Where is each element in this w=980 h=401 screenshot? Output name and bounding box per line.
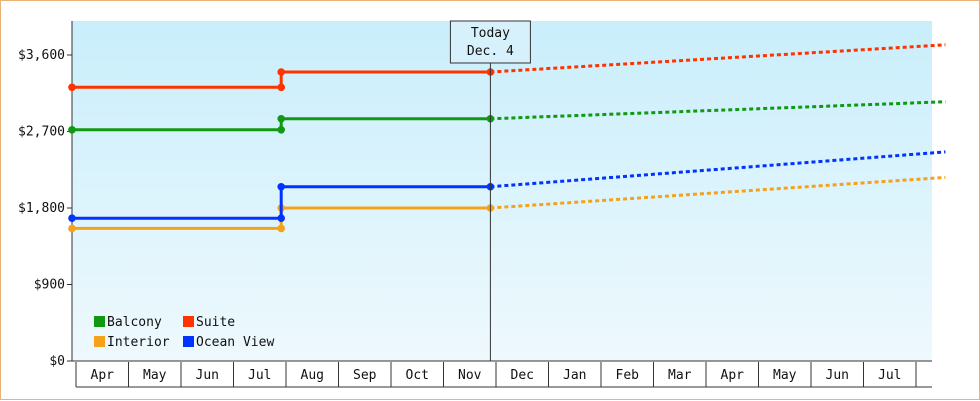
legend-item: Ocean View (196, 335, 274, 350)
data-point (277, 126, 286, 134)
month-label: Jul (248, 368, 271, 383)
data-point (277, 214, 286, 222)
legend-swatch (183, 336, 194, 347)
y-tick-label: $3,600 (18, 48, 65, 63)
data-point (277, 68, 286, 76)
legend-item: Suite (196, 315, 235, 330)
forecast-line-balcony (490, 100, 946, 121)
y-tick-label: $0 (49, 354, 65, 369)
data-point (68, 224, 76, 233)
month-label: May (773, 368, 797, 383)
y-tick-label: $2,700 (18, 125, 65, 140)
today-label: Today (471, 26, 510, 41)
series-line-suite (72, 70, 491, 89)
month-label: Jun (196, 368, 219, 383)
data-point (277, 114, 286, 123)
legend-swatch (183, 316, 194, 327)
today-date: Dec. 4 (467, 44, 514, 59)
month-label: Dec (511, 368, 534, 383)
month-label: Jun (826, 368, 849, 383)
data-point (277, 83, 286, 92)
month-label: May (143, 368, 167, 383)
plot-background (72, 21, 932, 361)
series-line-ocean-view (72, 185, 491, 220)
data-point (68, 214, 76, 222)
month-label: Nov (458, 368, 482, 383)
month-label: Aug (301, 368, 324, 383)
data-point (68, 83, 76, 92)
forecast-line-ocean-view (490, 150, 946, 189)
legend-item: Interior (107, 335, 170, 350)
data-point (277, 224, 286, 233)
y-tick-label: $1,800 (18, 201, 65, 216)
forecast-line-interior (490, 175, 946, 210)
legend-swatch (94, 336, 105, 347)
month-label: Apr (91, 368, 115, 383)
forecast-line-suite (490, 43, 946, 74)
data-point (68, 126, 76, 134)
y-tick-label: $900 (34, 278, 65, 293)
month-label: Mar (668, 368, 692, 383)
month-label: Jan (563, 368, 586, 383)
legend-swatch (94, 316, 105, 327)
month-label: Oct (406, 368, 429, 383)
month-label: Feb (616, 368, 640, 383)
legend-item: Balcony (107, 315, 162, 330)
month-label: Jul (878, 368, 901, 383)
data-point (277, 182, 286, 191)
today-box (449, 20, 531, 64)
month-label: Apr (721, 368, 745, 383)
series-line-balcony (72, 117, 491, 132)
month-label: Sep (353, 368, 377, 383)
